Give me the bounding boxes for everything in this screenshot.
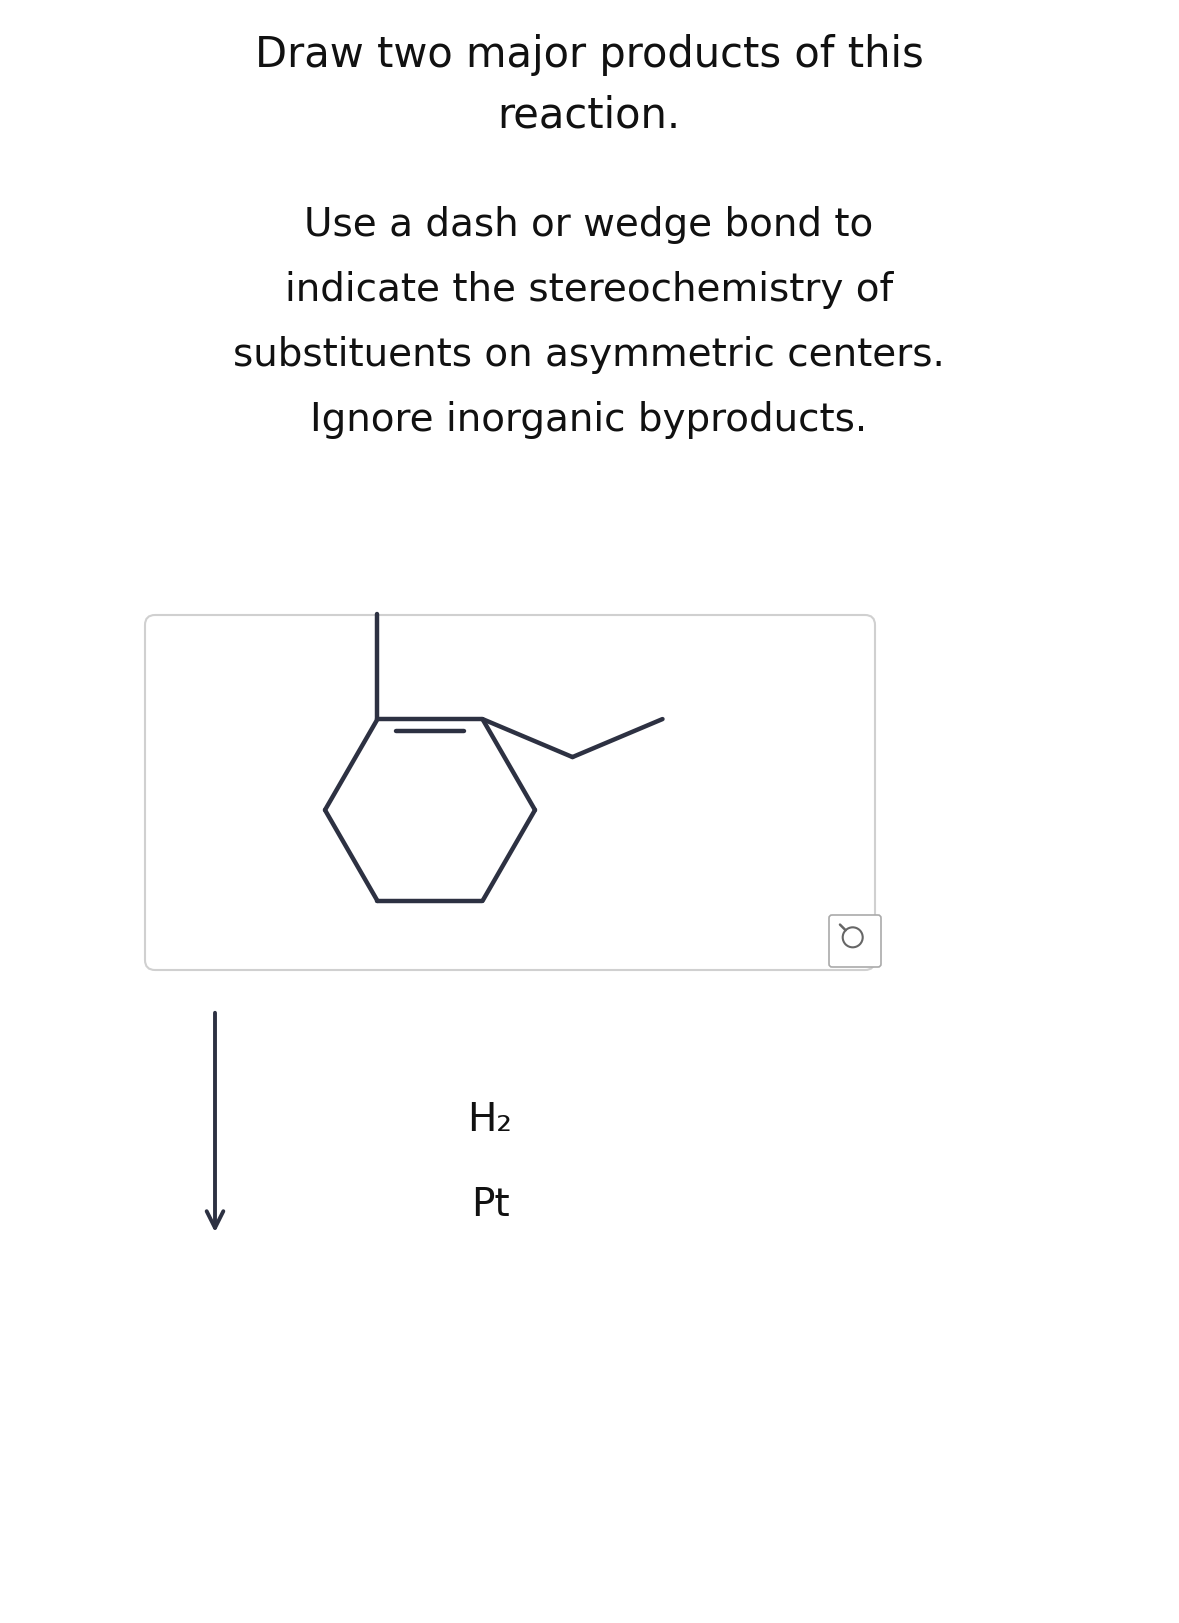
Text: Use a dash or wedge bond to: Use a dash or wedge bond to <box>304 206 874 243</box>
Text: reaction.: reaction. <box>498 94 680 136</box>
Text: Ignore inorganic byproducts.: Ignore inorganic byproducts. <box>310 401 868 438</box>
Text: substituents on asymmetric centers.: substituents on asymmetric centers. <box>233 336 944 373</box>
Text: Draw two major products of this: Draw two major products of this <box>255 34 923 76</box>
FancyBboxPatch shape <box>829 915 881 967</box>
Text: indicate the stereochemistry of: indicate the stereochemistry of <box>285 271 894 308</box>
Text: H₂: H₂ <box>468 1100 513 1139</box>
FancyBboxPatch shape <box>145 615 875 971</box>
Text: Pt: Pt <box>470 1186 509 1224</box>
